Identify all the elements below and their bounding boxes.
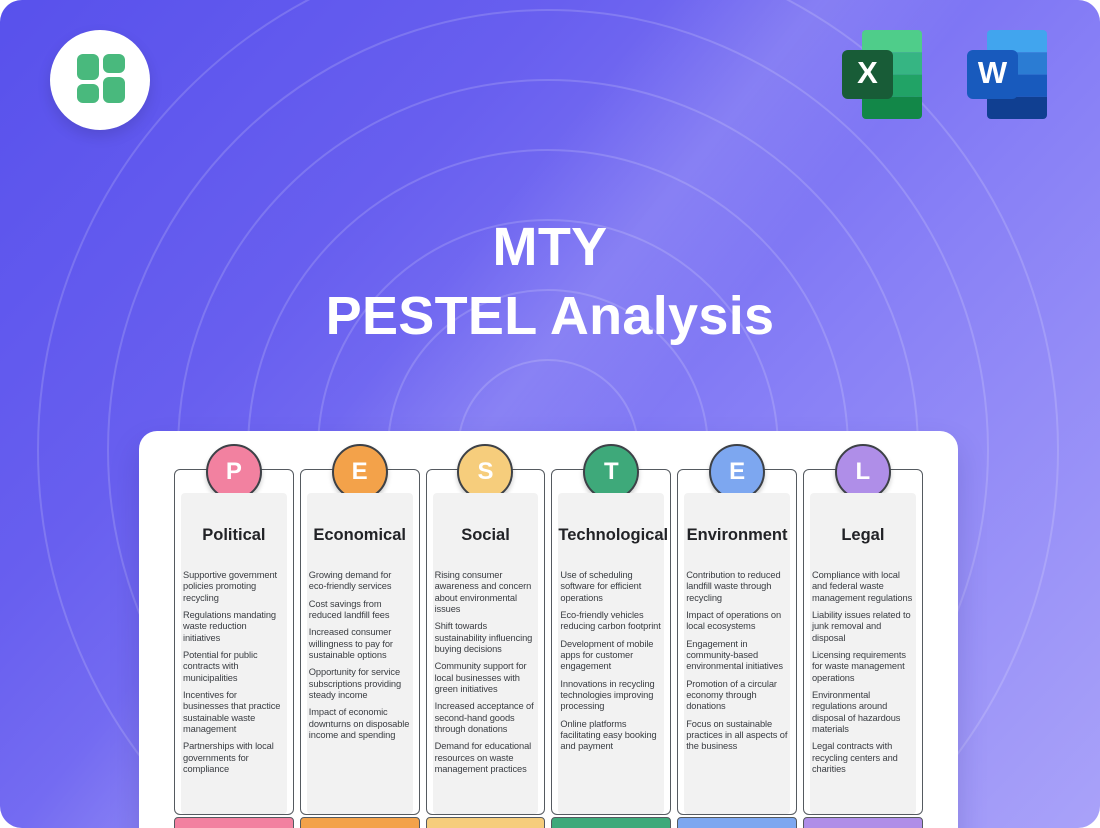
svg-text:X: X	[857, 55, 878, 90]
svg-text:W: W	[978, 55, 1008, 90]
